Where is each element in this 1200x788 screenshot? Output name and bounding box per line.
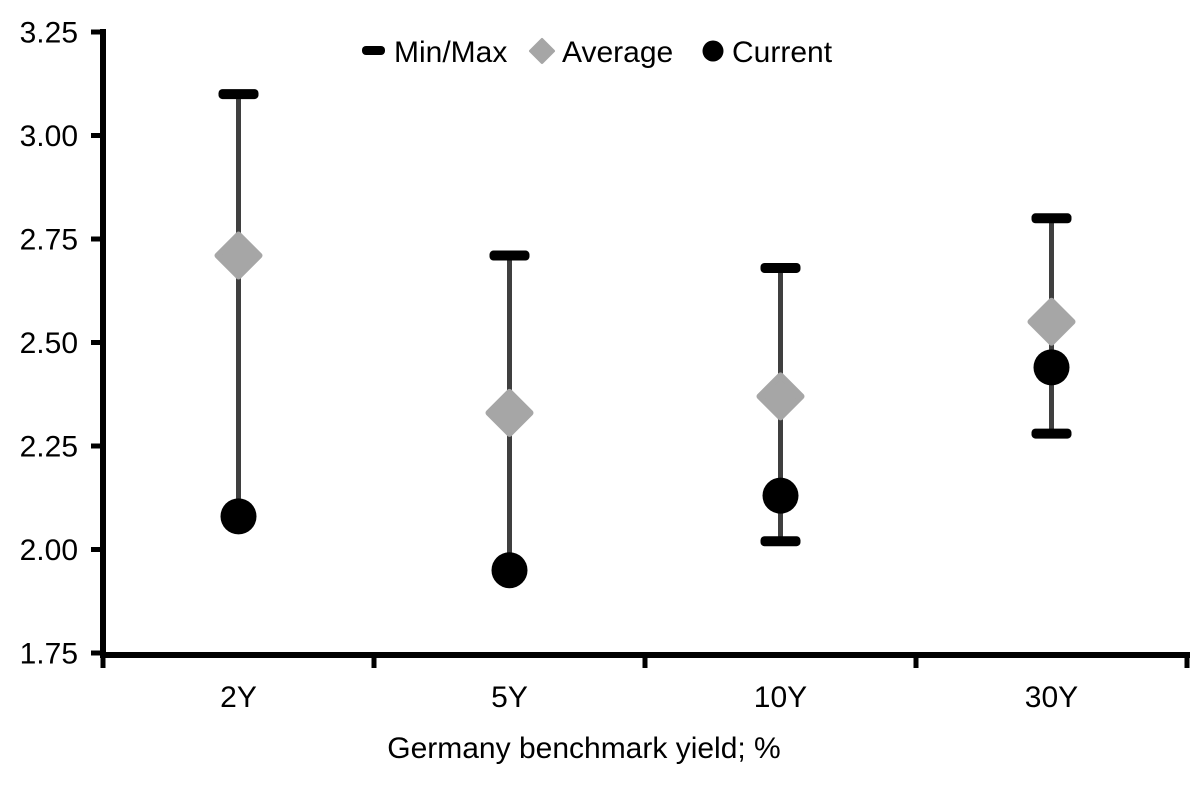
max-cap-marker [1031, 213, 1072, 224]
series-group [214, 89, 1076, 589]
current-dot-marker [762, 477, 799, 514]
legend-label: Average [562, 36, 673, 69]
max-cap-marker [760, 262, 801, 273]
legend-item-current: Current [702, 36, 833, 69]
y-tick-label: 2.25 [20, 431, 78, 464]
y-tick-label: 2.00 [20, 534, 78, 567]
series-category-30Y [1027, 213, 1076, 439]
max-cap-marker [489, 250, 530, 261]
x-category-label: 10Y [754, 681, 807, 714]
min-cap-marker [1031, 428, 1072, 439]
series-category-10Y [756, 262, 805, 547]
y-tick-label: 3.25 [20, 17, 78, 50]
legend-label: Current [732, 36, 833, 69]
legend-dash-icon [362, 46, 385, 55]
y-tick-label: 2.50 [20, 327, 78, 360]
max-cap-marker [218, 89, 259, 100]
current-dot-marker [491, 552, 528, 589]
y-tick-label: 1.75 [20, 638, 78, 671]
legend: Min/Max Average Current [362, 36, 833, 69]
average-diamond-marker [1027, 297, 1076, 346]
legend-item-average: Average [529, 36, 673, 69]
axes-group: 3.25 3.00 2.75 2.50 2.25 2.00 1.75 [20, 17, 1190, 671]
series-category-5Y [485, 250, 534, 589]
labels-group: 2Y 5Y 10Y 30Y Germany benchmark yield; % [220, 681, 1078, 765]
legend-diamond-icon [529, 38, 555, 64]
x-category-label: 5Y [491, 681, 528, 714]
legend-item-minmax: Min/Max [362, 36, 507, 69]
x-category-label: 30Y [1025, 681, 1078, 714]
average-diamond-marker [485, 388, 534, 437]
min-cap-marker [760, 536, 801, 547]
current-dot-marker [220, 498, 257, 535]
series-category-2Y [214, 89, 263, 535]
x-axis-title: Germany benchmark yield; % [387, 732, 781, 765]
average-diamond-marker [756, 372, 805, 421]
current-dot-marker [1033, 349, 1070, 386]
average-diamond-marker [214, 231, 263, 280]
legend-label: Min/Max [394, 36, 507, 69]
y-tick-label: 3.00 [20, 120, 78, 153]
x-category-label: 2Y [220, 681, 257, 714]
y-tick-label: 2.75 [20, 224, 78, 257]
legend-circle-icon [702, 40, 724, 62]
